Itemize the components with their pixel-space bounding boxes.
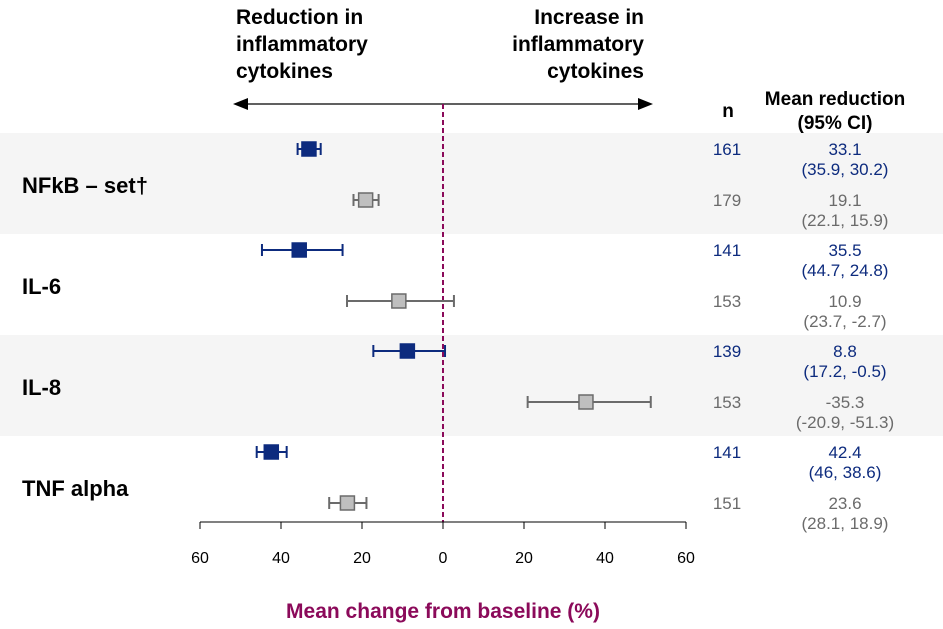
x-tick-label: 40 xyxy=(596,550,614,567)
point-estimate-marker xyxy=(301,141,317,157)
cytokine-label: IL-6 xyxy=(22,274,61,299)
confidence-interval-value: (46, 38.6) xyxy=(809,463,882,482)
cytokine-label: IL-8 xyxy=(22,375,61,400)
confidence-interval-value: (28.1, 18.9) xyxy=(802,514,889,533)
point-estimate-marker xyxy=(399,343,416,359)
x-tick-label: 0 xyxy=(439,550,448,567)
point-estimate-marker xyxy=(391,293,407,309)
x-axis-title: Mean change from baseline (%) xyxy=(286,600,600,623)
mean-reduction-value: 8.8 xyxy=(833,342,857,361)
mean-reduction-value: 33.1 xyxy=(828,140,861,159)
cytokine-label: NFkB – set† xyxy=(22,173,148,198)
mean-reduction-value: -35.3 xyxy=(826,393,865,412)
confidence-interval-value: (35.9, 30.2) xyxy=(802,160,889,179)
confidence-interval-value: (17.2, -0.5) xyxy=(803,362,886,381)
mean-reduction-column-header: Mean reduction (95% CI) xyxy=(760,88,910,136)
group-bands xyxy=(0,133,943,436)
mean-reduction-value: 35.5 xyxy=(828,241,861,260)
point-estimate-marker xyxy=(339,495,356,511)
n-value: 151 xyxy=(713,494,741,513)
group-band xyxy=(0,335,943,436)
confidence-interval-value: (-20.9, -51.3) xyxy=(796,413,894,432)
confidence-interval-value: (44.7, 24.8) xyxy=(802,261,889,280)
increase-label-line: cytokines xyxy=(547,60,644,83)
point-estimate-marker xyxy=(291,242,307,258)
increase-label-line: inflammatory xyxy=(512,33,644,56)
right-arrowhead xyxy=(638,98,653,110)
confidence-interval-value: (22.1, 15.9) xyxy=(802,211,889,230)
x-tick-label: 20 xyxy=(515,550,533,567)
n-value: 161 xyxy=(713,140,741,159)
mean-reduction-header-line: (95% CI) xyxy=(797,113,873,134)
increase-direction-label: Increase in inflammatory cytokines xyxy=(444,4,644,85)
reduction-label-line: Reduction in xyxy=(236,6,364,29)
mean-reduction-value: 23.6 xyxy=(828,494,861,513)
x-tick-label: 20 xyxy=(353,550,371,567)
increase-label-line: Increase in xyxy=(534,6,644,29)
reduction-label-line: cytokines xyxy=(236,60,333,83)
n-value: 153 xyxy=(713,292,741,311)
point-estimate-marker xyxy=(578,394,594,410)
mean-reduction-header-line: Mean reduction xyxy=(764,89,906,110)
group-band xyxy=(0,133,943,234)
point-estimate-marker xyxy=(263,444,280,460)
reduction-direction-label: Reduction in inflammatory cytokines xyxy=(236,4,436,85)
mean-reduction-value: 19.1 xyxy=(828,191,861,210)
reduction-label-line: inflammatory xyxy=(236,33,368,56)
n-column-header: n xyxy=(722,101,734,122)
confidence-interval-value: (23.7, -2.7) xyxy=(803,312,886,331)
n-value: 139 xyxy=(713,342,741,361)
n-value: 179 xyxy=(713,191,741,210)
x-tick-label: 40 xyxy=(272,550,290,567)
mean-reduction-value: 42.4 xyxy=(828,443,861,462)
n-value: 141 xyxy=(713,241,741,260)
mean-reduction-value: 10.9 xyxy=(828,292,861,311)
x-tick-label: 60 xyxy=(191,550,209,567)
x-tick-label: 60 xyxy=(677,550,695,567)
left-arrowhead xyxy=(233,98,248,110)
n-value: 141 xyxy=(713,443,741,462)
x-axis: 60 40 20 0 20 40 60 xyxy=(191,521,695,567)
n-value: 153 xyxy=(713,393,741,412)
point-estimate-marker xyxy=(357,192,374,208)
cytokine-label: TNF alpha xyxy=(22,476,129,501)
data-rows: NFkB – set† 161 33.1(35.9, 30.2) 179 19.1(22… xyxy=(22,140,894,533)
